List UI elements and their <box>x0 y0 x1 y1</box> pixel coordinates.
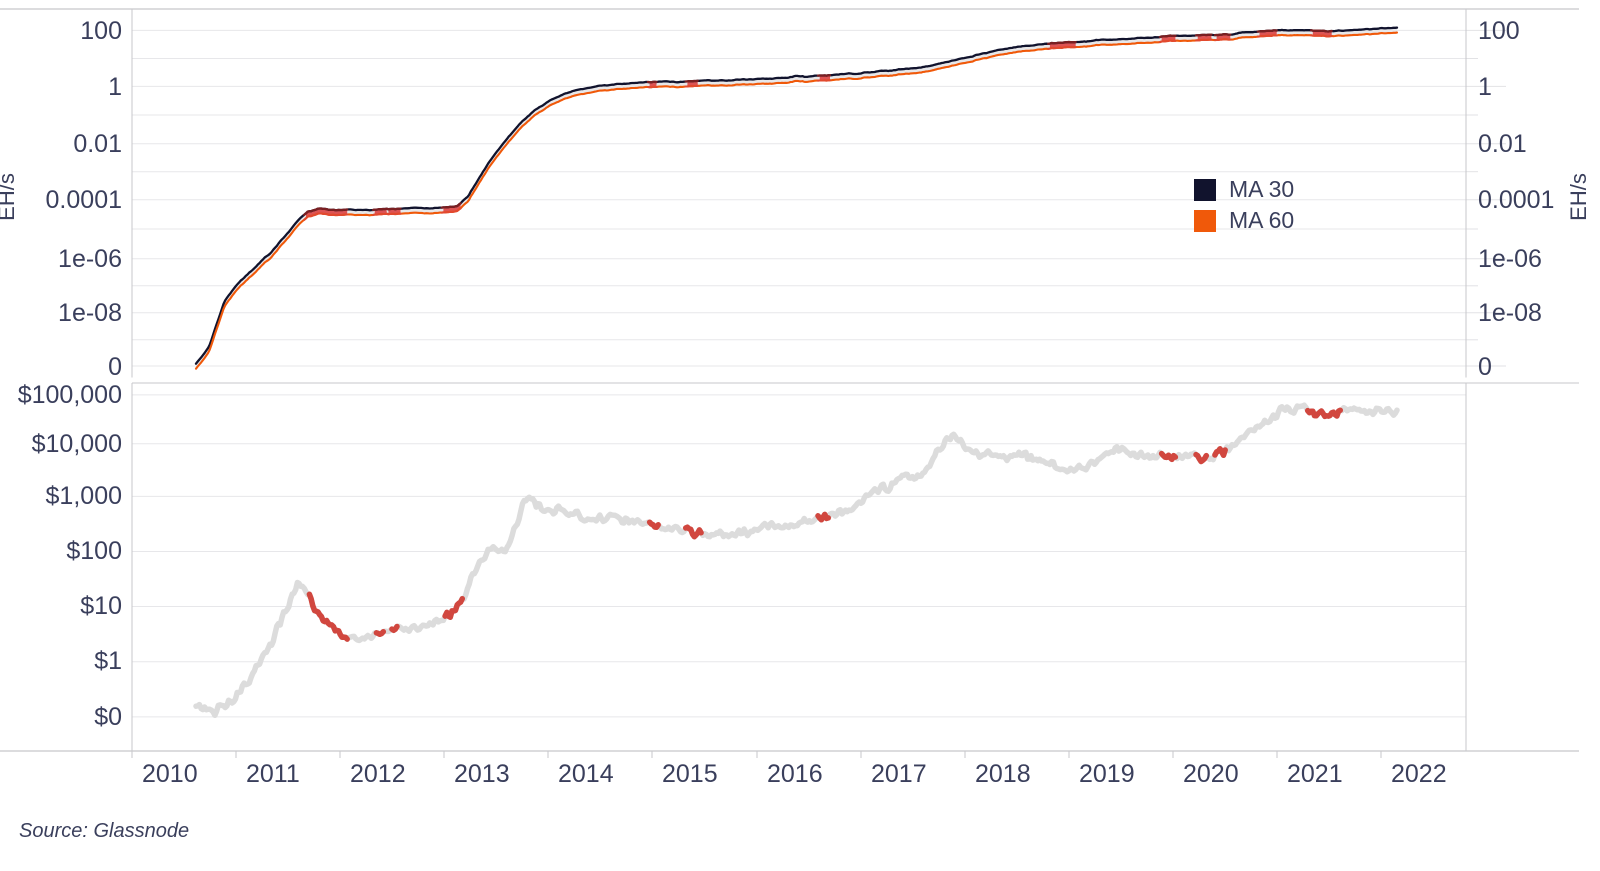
svg-text:2014: 2014 <box>558 760 614 788</box>
svg-text:2017: 2017 <box>871 760 927 788</box>
svg-text:0: 0 <box>108 353 122 381</box>
svg-text:0.01: 0.01 <box>1478 130 1527 158</box>
svg-text:1e-06: 1e-06 <box>58 245 122 273</box>
svg-text:1e-08: 1e-08 <box>1478 299 1542 327</box>
svg-text:2021: 2021 <box>1287 760 1343 788</box>
svg-text:100: 100 <box>1478 17 1520 45</box>
svg-text:2015: 2015 <box>662 760 718 788</box>
svg-text:$100,000: $100,000 <box>18 381 122 409</box>
svg-text:EH/s: EH/s <box>1566 173 1591 221</box>
svg-text:0.01: 0.01 <box>73 130 122 158</box>
svg-text:MA 30: MA 30 <box>1229 176 1294 202</box>
svg-text:2011: 2011 <box>246 760 300 788</box>
svg-text:0.0001: 0.0001 <box>1478 186 1554 214</box>
svg-text:2018: 2018 <box>975 760 1031 788</box>
svg-text:$1,000: $1,000 <box>46 482 122 510</box>
svg-text:2013: 2013 <box>454 760 510 788</box>
svg-text:1: 1 <box>108 73 122 101</box>
svg-text:2012: 2012 <box>350 760 406 788</box>
svg-text:2022: 2022 <box>1391 760 1447 788</box>
svg-text:100: 100 <box>80 17 122 45</box>
svg-text:1e-08: 1e-08 <box>58 299 122 327</box>
svg-text:2020: 2020 <box>1183 760 1239 788</box>
svg-text:EH/s: EH/s <box>0 173 19 221</box>
svg-text:$10,000: $10,000 <box>32 430 122 458</box>
svg-text:0.0001: 0.0001 <box>46 186 122 214</box>
svg-text:1e-06: 1e-06 <box>1478 245 1542 273</box>
svg-text:2016: 2016 <box>767 760 823 788</box>
svg-text:$10: $10 <box>80 592 122 620</box>
svg-text:2010: 2010 <box>142 760 198 788</box>
svg-text:$1: $1 <box>94 647 122 675</box>
svg-text:MA 60: MA 60 <box>1229 207 1294 233</box>
svg-text:1: 1 <box>1478 73 1492 101</box>
svg-text:$0: $0 <box>94 703 122 731</box>
svg-text:2019: 2019 <box>1079 760 1135 788</box>
svg-text:$100: $100 <box>66 537 122 565</box>
svg-text:0: 0 <box>1478 353 1492 381</box>
